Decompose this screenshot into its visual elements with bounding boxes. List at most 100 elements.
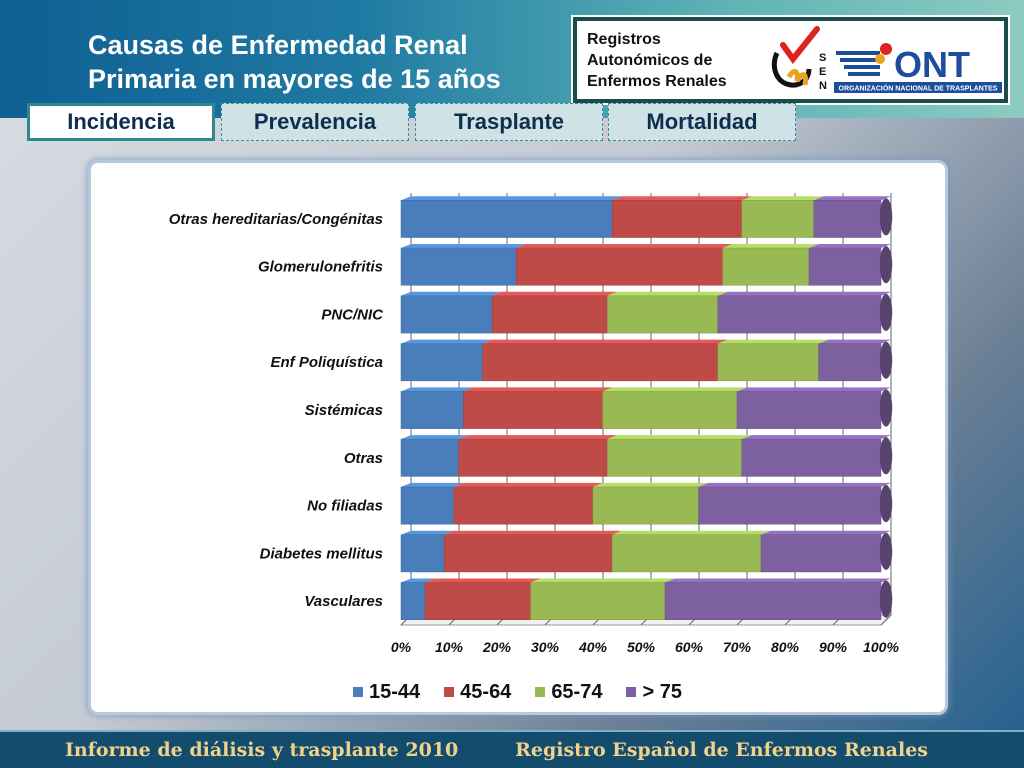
bar-top-face [530,578,675,583]
y-category-label: Vasculares [304,593,383,610]
bar-top-face [463,387,613,392]
y-category-label: Diabetes mellitus [260,545,383,562]
bar-segment [400,582,426,620]
bar-segment [664,582,882,620]
bar-top-face [593,482,709,487]
bar-segment [453,486,594,525]
tab-mortalidad[interactable]: Mortalidad [608,103,796,141]
y-category-label: No filiadas [307,498,383,515]
bar-top-face [453,482,603,487]
title-line-2: Primaria en mayores de 15 años [88,64,501,94]
x-tick-label: 100% [863,639,899,655]
tab-trasplante[interactable]: Trasplante [415,103,603,141]
header-banner: Causas de Enfermedad Renal Primaria en m… [0,0,1024,118]
bar-top-face [741,196,824,201]
bar-top-face [607,435,752,440]
bar-top-face [818,339,891,344]
bar-segment [400,295,493,334]
bar-segment [602,391,738,429]
bar-top-face [425,578,541,583]
bar-top-face [401,530,455,535]
x-tick-label: 10% [435,639,464,655]
y-category-label: Otras [344,450,383,467]
title-line-1: Causas de Enfermedad Renal [88,30,468,60]
tab-prevalencia[interactable]: Prevalencia [221,103,409,141]
bar-segment [463,391,603,429]
svg-text:E: E [819,66,826,78]
bar-segment [808,247,882,286]
legend-item: 65-74 [535,681,602,704]
bar-top-face [401,244,527,249]
bar-top-face [401,435,469,440]
bar-top-face [401,387,474,392]
x-tick-label: 80% [771,639,800,655]
bar-end-cap [879,484,893,523]
bar-segment [760,534,882,573]
bar-end-cap [879,293,893,332]
bar-segment [607,438,743,477]
x-tick-label: 50% [627,639,656,655]
bar-segment [491,295,608,334]
bar-top-face [482,339,728,344]
y-category-label: Enf Poliquística [270,354,383,371]
bar-top-face [761,530,891,535]
footer-registry-name: Registro Español de Enfermos Renales [515,739,928,761]
chart-legend: 15-44 45-64 65-74 > 75 [353,677,682,707]
bar-top-face [602,387,747,392]
bar-end-cap [879,341,893,379]
bar-segment [443,534,613,573]
x-tick-label: 0% [391,639,412,655]
bar-top-face [607,291,728,296]
bar-top-face [809,244,891,249]
legend-label: 45-64 [460,680,512,703]
ont-logo-icon: ONT ORGANIZACIÓN NACIONAL DE TRASPLANTES [834,43,1002,93]
y-category-label: Glomerulonefritis [258,259,383,276]
x-tick-label: 90% [819,639,848,655]
legend-swatch [444,687,455,697]
bar-top-face [612,196,752,201]
tab-incidencia[interactable]: Incidencia [27,103,215,141]
x-tick-label: 60% [675,639,704,655]
bar-segment [698,486,882,525]
bar-segment [400,247,517,286]
chart-panel: 0% 10% 20% 30% 40% 50% 60% 70% 80% 90% 100% Otras h… [88,160,948,715]
y-category-label: Sistémicas [305,402,383,419]
bar-top-face [516,244,733,249]
x-tick-label: 30% [531,639,560,655]
gridline-floor [880,614,892,626]
bar-segment [592,486,699,525]
legend-swatch [626,687,637,697]
bar-top-face [741,435,891,440]
svg-text:N: N [819,80,827,92]
bar-top-face [401,339,493,344]
bar-top-face [458,435,618,440]
bar-top-face [444,530,623,535]
bar-segment [717,295,882,334]
footer-bar: Informe de diálisis y trasplante 2010 Re… [0,730,1024,768]
svg-text:S: S [819,52,826,64]
bar-top-face [401,578,435,583]
page-title: Causas de Enfermedad Renal Primaria en m… [88,28,558,96]
bar-segment [400,200,613,238]
bar-top-face [813,196,891,201]
bar-top-face [698,482,891,487]
bar-top-face [492,291,618,296]
bar-top-face [722,244,819,249]
bar-segment [813,200,882,238]
bar-segment [400,343,483,382]
registry-line-1: Registros [587,31,661,48]
x-tick-label: 40% [578,639,608,655]
sen-logo-icon: S E N [771,26,827,92]
legend-label: > 75 [642,680,682,703]
bar-segment [611,200,743,238]
bar-segment [424,582,531,620]
svg-text:ONT: ONT [894,44,970,85]
logo-panel: Registros Autonómicos de Enfermos Renale… [571,15,1010,105]
legend-item: 45-64 [444,681,511,704]
legend-item: > 75 [626,680,682,704]
legend-label: 65-74 [551,680,603,703]
y-category-label: Otras hereditarias/Congénitas [169,211,383,228]
registry-line-2: Autonómicos de [587,52,713,69]
bar-top-face [717,291,891,296]
svg-text:ORGANIZACIÓN NACIONAL DE TRASP: ORGANIZACIÓN NACIONAL DE TRASPLANTES [839,84,998,93]
